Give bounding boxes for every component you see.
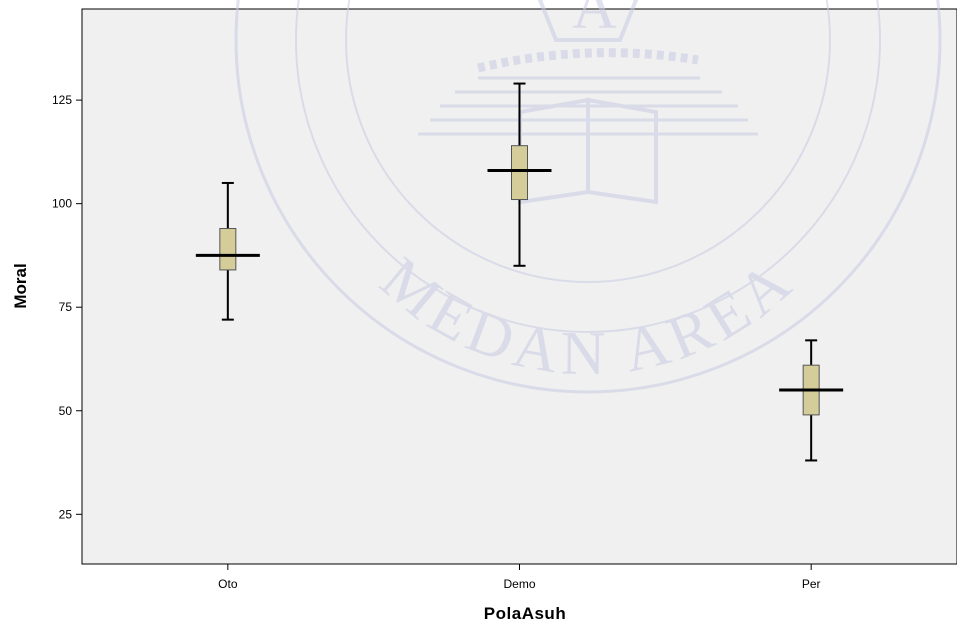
y-axis-title: Moral bbox=[11, 263, 30, 308]
boxplot-oto bbox=[195, 181, 260, 321]
x-tick-label: Oto bbox=[218, 577, 238, 591]
y-tick-label: 100 bbox=[52, 197, 72, 211]
x-axis: Oto Demo Per bbox=[218, 564, 821, 591]
y-tick-label: 50 bbox=[59, 404, 73, 418]
y-tick-label: 75 bbox=[59, 300, 73, 314]
x-tick-label: Per bbox=[802, 577, 821, 591]
y-tick-label: 25 bbox=[59, 507, 73, 521]
watermark-letter: A bbox=[572, 0, 617, 42]
y-axis: 25 50 75 100 125 bbox=[52, 93, 82, 521]
y-tick-label: 125 bbox=[52, 93, 72, 107]
x-axis-title: PolaAsuh bbox=[484, 604, 566, 623]
boxplot-per bbox=[779, 339, 844, 462]
iqr-box bbox=[511, 145, 528, 201]
boxplot-demo bbox=[487, 82, 552, 267]
x-tick-label: Demo bbox=[503, 577, 535, 591]
iqr-box bbox=[219, 228, 237, 271]
boxplots bbox=[195, 82, 844, 462]
